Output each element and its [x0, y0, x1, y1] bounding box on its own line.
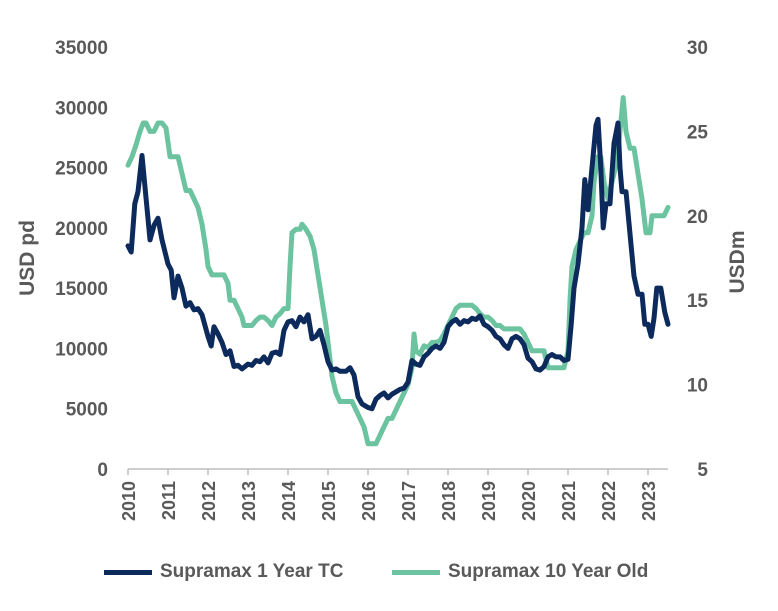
x-tick-label: 2016: [359, 481, 379, 521]
right-y-tick-label: 10: [687, 376, 708, 397]
left-y-tick-label: 35000: [55, 38, 108, 59]
right-y-tick-label: 15: [687, 291, 709, 312]
left-y-tick-label: 10000: [55, 339, 108, 360]
legend-label-10-year-old: Supramax 10 Year Old: [448, 561, 649, 582]
x-tick-label: 2011: [159, 481, 179, 520]
x-tick-label: 2020: [519, 481, 539, 521]
y-axis-label: USD pd: [16, 220, 39, 296]
right-y-axis: 5 10 15 20 25 30: [687, 38, 709, 481]
x-tick-label: 2021: [559, 481, 579, 521]
legend-swatch-10-year-old: [392, 569, 440, 575]
right-y-tick-label: 25: [687, 122, 709, 143]
left-y-tick-label: 0: [97, 460, 108, 481]
right-y-tick-label: 30: [687, 38, 708, 59]
legend-label-1-year-tc: Supramax 1 Year TC: [160, 561, 344, 582]
x-tick-label: 2017: [399, 481, 419, 521]
right-y-tick-label: 5: [697, 460, 708, 481]
x-tick-label: 2018: [439, 481, 459, 521]
x-tick-label: 2023: [639, 481, 659, 521]
x-tick-label: 2013: [239, 481, 259, 521]
series-line-supramax-1-year-tc: [125, 116, 671, 412]
left-y-tick-label: 25000: [55, 159, 108, 180]
left-y-tick-label: 30000: [55, 98, 108, 119]
y2-axis-label: USDm: [726, 230, 749, 293]
chart-svg: 0 5000 10000 15000 20000 25000 30000 35000 5 10 1…: [16, 38, 749, 521]
left-y-tick-label: 5000: [66, 400, 108, 421]
x-tick-label: 2014: [279, 481, 299, 521]
x-tick-label: 2012: [199, 481, 219, 521]
right-y-tick-label: 20: [687, 207, 708, 228]
x-axis: 2010 2011 2012 2013 2014 2015 2016 2017 2018 2019…: [119, 468, 668, 521]
x-tick-label: 2010: [119, 481, 139, 521]
legend-swatch-1-year-tc: [104, 569, 152, 575]
x-tick-label: 2015: [319, 481, 339, 521]
left-y-tick-label: 15000: [55, 279, 108, 300]
left-y-tick-label: 20000: [55, 219, 108, 240]
series-group: [125, 95, 671, 447]
legend-item-supramax-1-year-tc: Supramax 1 Year TC: [104, 556, 343, 588]
legend-item-supramax-10-year-old: Supramax 10 Year Old: [392, 556, 648, 588]
x-tick-label: 2019: [479, 481, 499, 521]
left-y-axis: 0 5000 10000 15000 20000 25000 30000 35000: [55, 38, 108, 481]
x-tick-label: 2022: [599, 481, 619, 521]
legend: Supramax 1 Year TC Supramax 10 Year Old: [0, 556, 778, 588]
